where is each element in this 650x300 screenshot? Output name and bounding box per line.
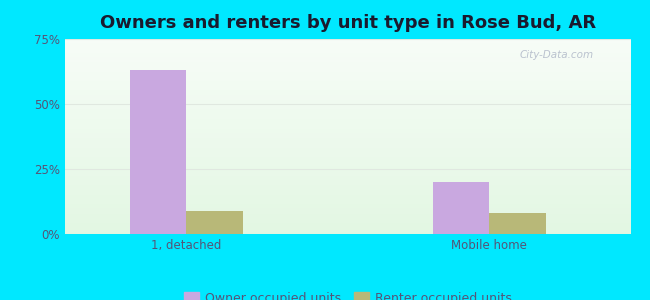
Text: City-Data.com: City-Data.com bbox=[520, 50, 594, 60]
Title: Owners and renters by unit type in Rose Bud, AR: Owners and renters by unit type in Rose … bbox=[99, 14, 596, 32]
Bar bbox=[129, 70, 186, 234]
Legend: Owner occupied units, Renter occupied units: Owner occupied units, Renter occupied un… bbox=[179, 287, 517, 300]
Bar bbox=[186, 211, 242, 234]
Bar bbox=[432, 182, 489, 234]
Bar bbox=[489, 213, 545, 234]
